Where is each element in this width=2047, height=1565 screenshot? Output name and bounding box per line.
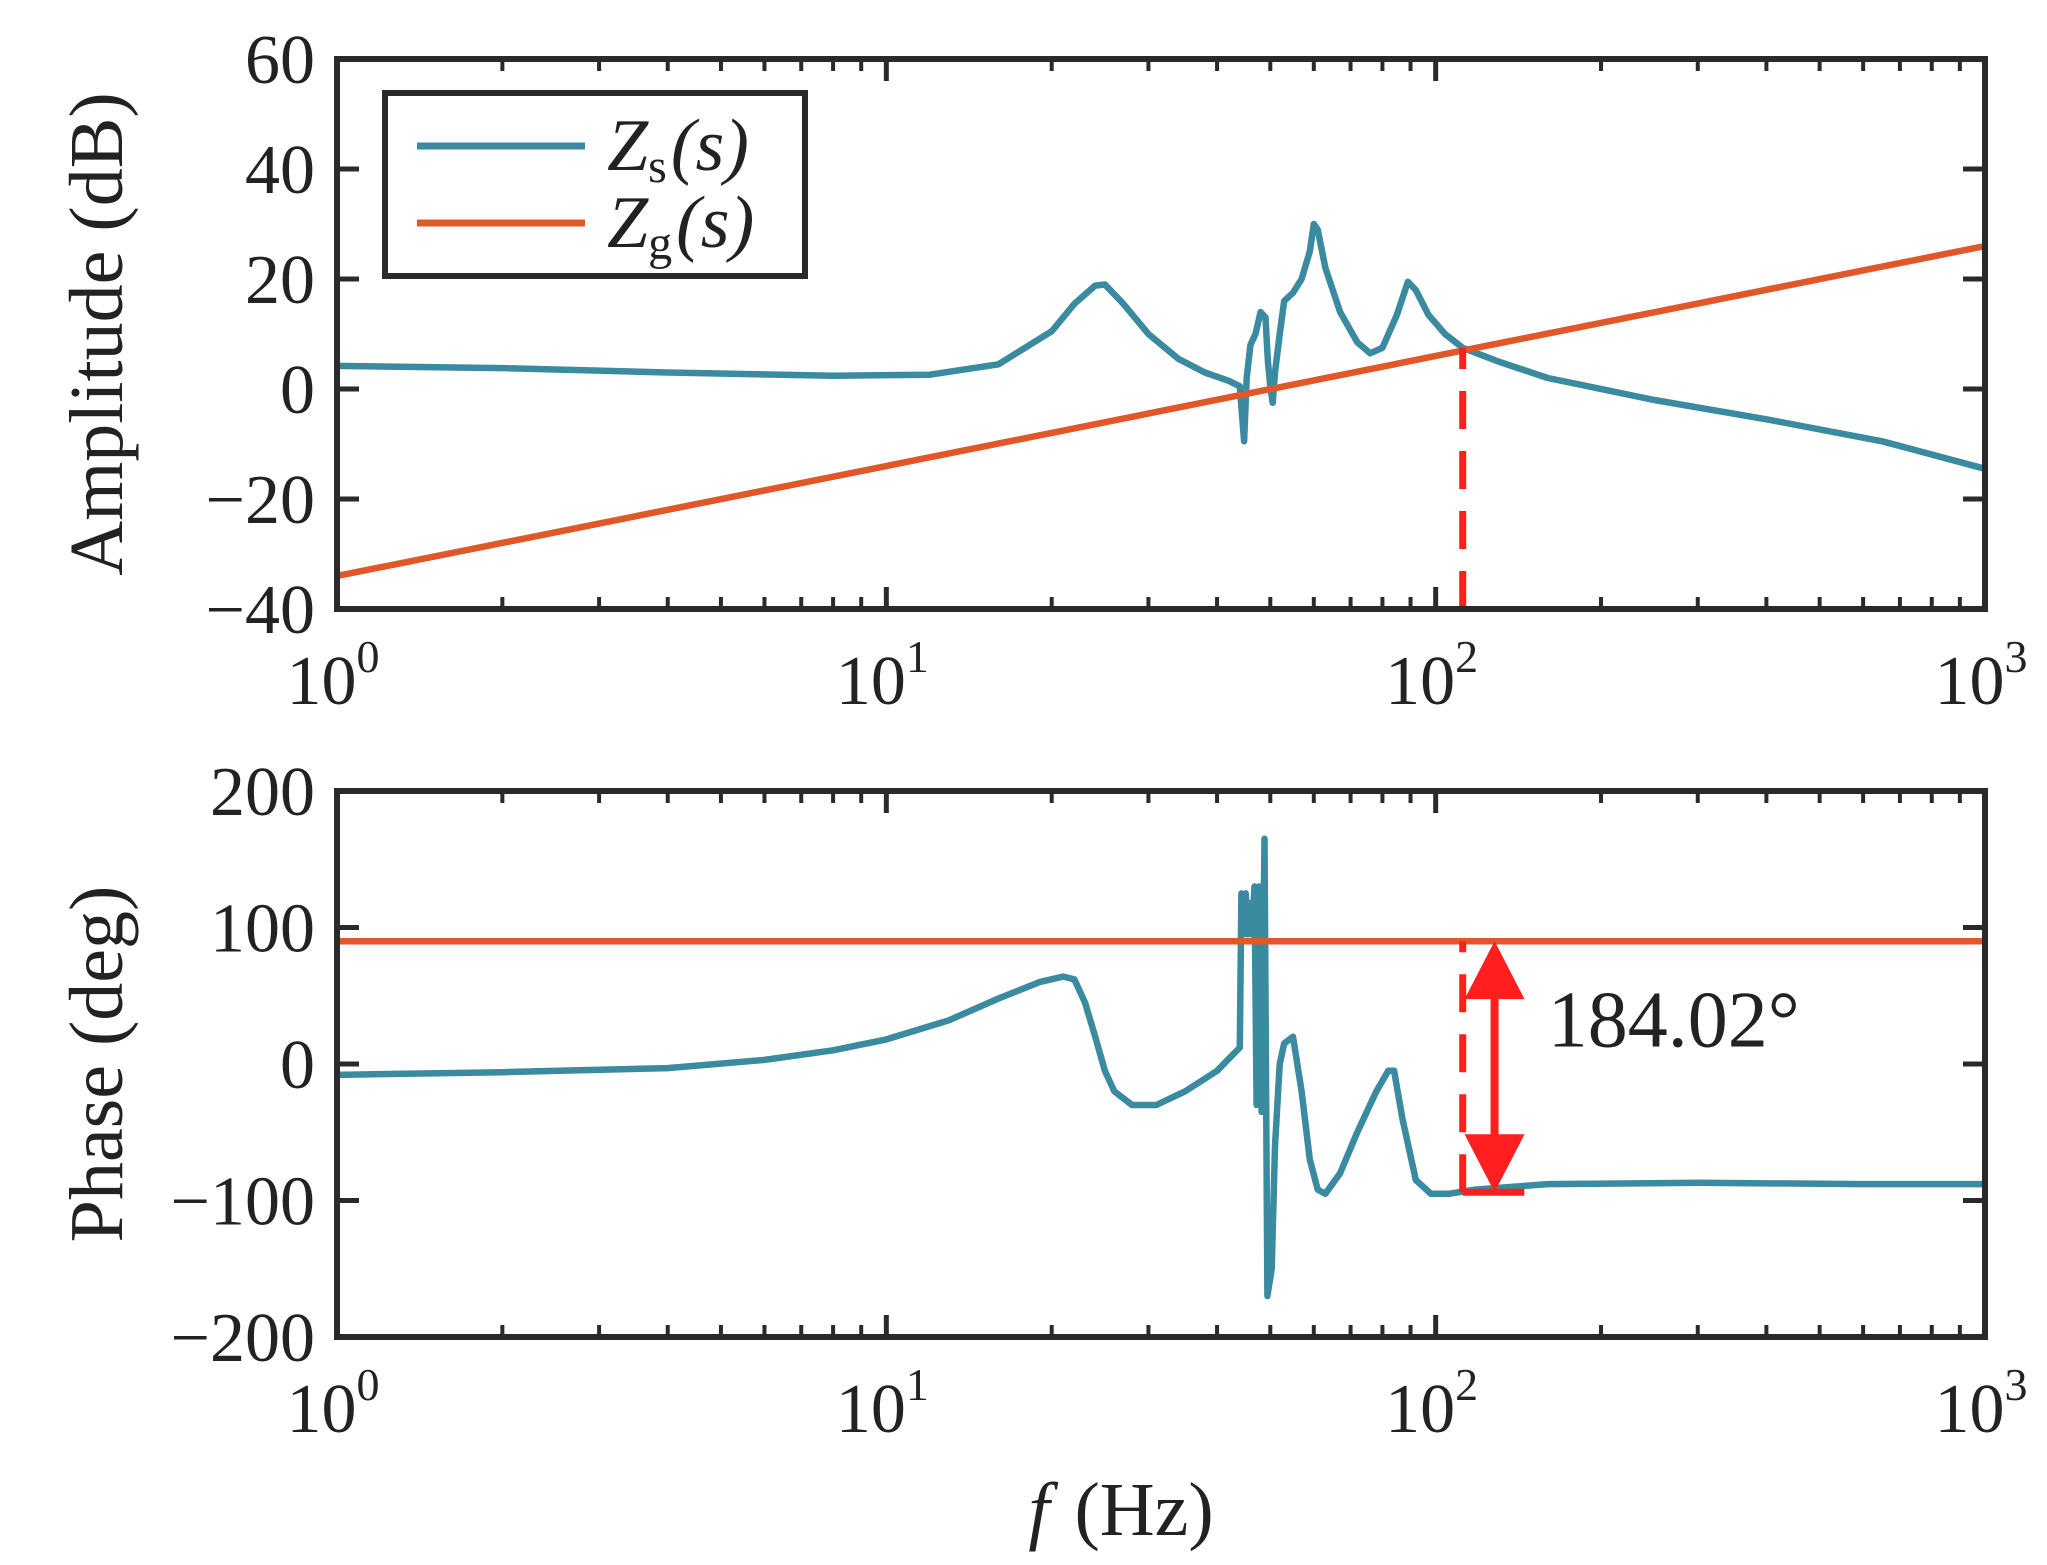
x-tick-label: 103 [1935,631,2028,720]
x-tick-label: 100 [287,1359,380,1448]
frequency-variable: f [1028,1468,1058,1552]
frequency-unit: (Hz) [1074,1468,1213,1552]
x-tick-exponent: 3 [2005,1359,2028,1410]
legend: Zs(s)Zg(s) [382,90,808,279]
x-tick-label: 101 [836,631,929,720]
x-tick-exponent: 1 [906,1359,929,1410]
legend-box [382,90,808,279]
legend-label: Zg(s) [607,182,754,270]
phase-y-axis-label: Phase (deg) [55,886,139,1243]
x-tick-base: 10 [836,643,906,720]
y-tick-label: 40 [245,132,315,209]
series-line-zss [337,835,1985,1300]
x-tick-label: 102 [1385,631,1478,720]
amplitude-y-axis-label: Amplitude (dB) [55,92,139,575]
x-tick-base: 10 [287,1371,357,1448]
x-tick-base: 10 [1935,643,2005,720]
x-tick-exponent: 2 [1455,631,1478,682]
x-tick-base: 10 [287,643,357,720]
x-tick-base: 10 [836,1371,906,1448]
x-tick-exponent: 0 [357,1359,380,1410]
x-tick-exponent: 3 [2005,631,2028,682]
phase-margin-label: 184.02° [1548,976,1800,1064]
y-tick-label: −200 [171,1300,315,1377]
y-tick-label: 200 [210,754,315,831]
y-tick-label: 60 [245,22,315,99]
x-tick-label: 100 [287,631,380,720]
amplitude-plot-frame [334,56,1988,612]
legend-subscript: g [648,217,672,270]
phase-margin-arrow-head-up [1464,941,1525,1000]
legend-argument: (s) [676,182,754,264]
legend-subscript: s [648,140,667,193]
legend-symbol: Z [607,105,649,187]
series-line-zgs [337,242,1985,580]
x-tick-base: 10 [1385,1371,1455,1448]
x-tick-label: 101 [836,1359,929,1448]
y-tick-label: −100 [171,1164,315,1241]
legend-symbol: Z [607,182,649,264]
y-tick-label: 0 [280,1027,315,1104]
phase-margin-arrow-head-down [1464,1134,1525,1193]
y-tick-label: 0 [280,352,315,429]
x-tick-label: 102 [1385,1359,1478,1448]
x-tick-base: 10 [1935,1371,2005,1448]
x-tick-exponent: 2 [1455,1359,1478,1410]
legend-label: Zs(s) [607,105,749,193]
x-tick-exponent: 1 [906,631,929,682]
y-tick-label: 100 [210,891,315,968]
legend-argument: (s) [671,105,749,187]
y-tick-label: 20 [245,242,315,319]
y-tick-label: −40 [206,572,315,649]
frequency-x-axis-label: f (Hz) [1028,1468,1213,1552]
y-tick-label: −20 [206,462,315,539]
x-tick-base: 10 [1385,643,1455,720]
x-tick-label: 103 [1935,1359,2028,1448]
x-tick-exponent: 0 [357,631,380,682]
